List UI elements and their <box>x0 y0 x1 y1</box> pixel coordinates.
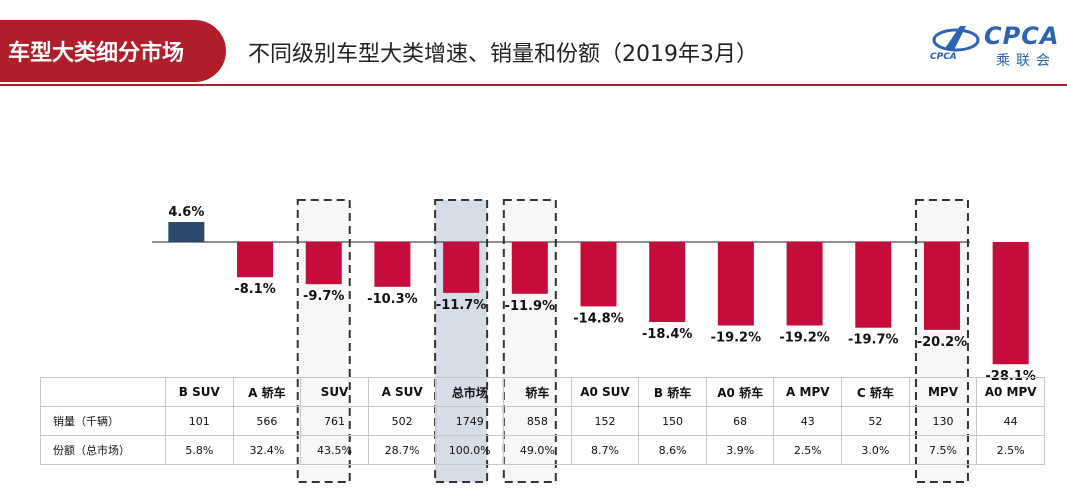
sales-cell: 101 <box>165 406 234 436</box>
share-cell: 2.5% <box>976 435 1045 465</box>
sales-cell: 130 <box>908 406 978 436</box>
bars <box>168 221 1029 365</box>
data-label: -9.7% <box>303 289 344 304</box>
category-cell: A SUV <box>367 377 437 407</box>
share-cell: 28.7% <box>367 435 437 465</box>
sales-cell: 502 <box>367 406 437 436</box>
category-cell: A0 MPV <box>976 377 1045 407</box>
bar <box>649 242 686 323</box>
bar <box>237 242 274 278</box>
sales-cell: 1749 <box>435 406 505 436</box>
value-labels: 4.6% -8.1% -9.7% -10.3% -11.7% -11.9% -14.8% -1… <box>168 205 1036 384</box>
share-cell: 8.7% <box>570 435 640 465</box>
sales-cell: 52 <box>841 406 910 436</box>
data-label: -19.2% <box>779 331 830 346</box>
share-cell: 3.0% <box>841 435 910 465</box>
share-cell: 8.6% <box>638 435 707 465</box>
share-cell: 3.9% <box>705 435 775 465</box>
category-header-row: B SUV A 轿车 SUV A SUV 总市场 轿车 A0 SUV B 轿车 A0 轿车 A M… <box>40 377 1045 407</box>
header: 车型大类细分市场 不同级别车型大类增速、销量和份额（2019年3月） CPCA … <box>0 0 1067 95</box>
share-row: 份额（总市场） 5.8% 32.4% 43.5% 28.7% 100.0% 49.0% 8.… <box>40 435 1045 465</box>
bar <box>923 242 960 330</box>
cpca-logo: CPCA CPCA 乘联会 <box>930 20 1060 69</box>
sales-row: 销量（千辆） 101 566 761 502 1749 858 152 150 68 43 52 13… <box>40 406 1045 436</box>
data-label: -14.8% <box>573 311 624 326</box>
data-label: 4.6% <box>168 205 204 220</box>
bar <box>443 242 480 293</box>
bar <box>511 242 548 294</box>
share-cell: 49.0% <box>503 435 572 465</box>
data-label: -20.2% <box>917 335 968 350</box>
page-title: 不同级别车型大类增速、销量和份额（2019年3月） <box>248 42 758 67</box>
data-label: -11.9% <box>505 299 556 314</box>
logo-text: CPCA <box>984 22 1060 50</box>
bar <box>305 242 342 285</box>
bar <box>786 242 823 326</box>
category-cell: SUV <box>300 377 369 407</box>
logo-subtext: 乘联会 <box>996 53 1056 69</box>
share-cell: 5.8% <box>165 435 234 465</box>
sales-cell: 152 <box>570 406 640 436</box>
sales-cell: 150 <box>638 406 707 436</box>
bar <box>717 242 754 326</box>
bar <box>374 242 411 287</box>
category-cell: B 轿车 <box>638 377 707 407</box>
bar <box>580 242 617 307</box>
sales-cell: 44 <box>976 406 1045 436</box>
sales-cell: 858 <box>503 406 572 436</box>
bar <box>992 242 1029 365</box>
share-cell: 7.5% <box>908 435 978 465</box>
category-cell: B SUV <box>165 377 234 407</box>
section-tag: 车型大类细分市场 <box>0 20 226 82</box>
category-cell: A0 轿车 <box>705 377 775 407</box>
sales-cell: 761 <box>300 406 369 436</box>
category-cell: A 轿车 <box>232 377 302 407</box>
bar <box>168 221 205 242</box>
data-label: -19.2% <box>711 331 762 346</box>
sales-row-label: 销量（千辆） <box>40 406 166 436</box>
share-cell: 2.5% <box>773 435 843 465</box>
share-cell: 32.4% <box>232 435 302 465</box>
category-cell: C 轿车 <box>841 377 910 407</box>
bar <box>855 242 892 328</box>
cpca-emblem-icon <box>932 26 980 52</box>
data-label: -11.7% <box>436 298 487 313</box>
category-cell: 轿车 <box>503 377 572 407</box>
logo-small-text: CPCA <box>930 52 957 62</box>
header-blank-cell <box>40 377 166 407</box>
category-cell: MPV <box>908 377 978 407</box>
sales-cell: 566 <box>232 406 302 436</box>
category-cell: A MPV <box>773 377 843 407</box>
sales-cell: 68 <box>705 406 775 436</box>
header-divider <box>0 84 1067 86</box>
data-label: -19.7% <box>848 333 899 348</box>
share-cell: 100.0% <box>435 435 505 465</box>
data-label: -10.3% <box>367 292 418 307</box>
category-cell: A0 SUV <box>570 377 640 407</box>
data-label: -8.1% <box>234 282 275 297</box>
share-row-label: 份额（总市场） <box>40 435 166 465</box>
sales-share-table: B SUV A 轿车 SUV A SUV 总市场 轿车 A0 SUV B 轿车 A0 轿车 A M… <box>40 377 1045 465</box>
share-cell: 43.5% <box>300 435 369 465</box>
category-cell: 总市场 <box>435 377 505 407</box>
sales-cell: 43 <box>773 406 843 436</box>
data-label: -18.4% <box>642 327 693 342</box>
